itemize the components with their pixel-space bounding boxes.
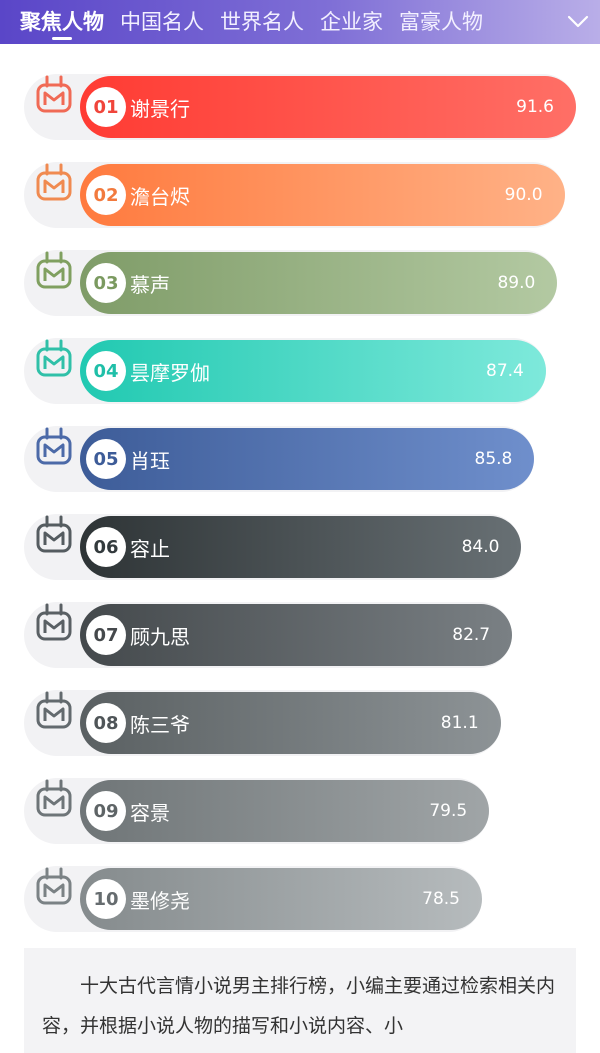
mascot-icon (36, 779, 72, 817)
mascot-icon (36, 867, 72, 905)
category-tabs: 聚焦人物 中国名人 世界名人 企业家 富豪人物 (0, 0, 483, 44)
score-value: 82.7 (452, 625, 491, 645)
mascot-icon (36, 603, 72, 641)
ranking-row[interactable]: 10 墨修尧 78.5 (24, 866, 576, 954)
rank-number: 10 (86, 879, 126, 919)
ranking-bar[interactable]: 03 慕声 89.0 (80, 252, 558, 314)
character-name: 慕声 (130, 272, 170, 297)
character-name: 顾九思 (130, 624, 190, 649)
character-name: 肖珏 (130, 448, 170, 473)
ranking-row[interactable]: 06 容止 84.0 (24, 514, 576, 602)
more-tabs-button[interactable] (556, 0, 600, 44)
tab-world-celebrities[interactable]: 世界名人 (220, 10, 304, 34)
character-name: 谢景行 (130, 96, 190, 121)
tab-chinese-celebrities[interactable]: 中国名人 (120, 10, 204, 34)
mascot-icon (36, 691, 72, 729)
mascot-icon (36, 251, 72, 289)
rank-number: 06 (86, 527, 126, 567)
rank-number: 04 (86, 351, 126, 391)
score-value: 81.1 (440, 713, 479, 733)
mascot-icon (36, 427, 72, 465)
character-name: 墨修尧 (130, 888, 190, 913)
ranking-row[interactable]: 05 肖珏 85.8 (24, 426, 576, 514)
rank-number: 07 (86, 615, 126, 655)
character-name: 容止 (130, 536, 170, 561)
ranking-bar[interactable]: 04 昙摩罗伽 87.4 (80, 340, 546, 402)
rank-number: 02 (86, 175, 126, 215)
ranking-description: 十大古代言情小说男主排行榜，小编主要通过检索相关内容，并根据小说人物的描写和小说… (24, 948, 576, 1053)
character-name: 容景 (130, 800, 170, 825)
character-name: 澹台烬 (130, 184, 190, 209)
score-value: 91.6 (516, 97, 554, 117)
ranking-bar[interactable]: 10 墨修尧 78.5 (80, 868, 482, 930)
tab-entrepreneurs[interactable]: 企业家 (320, 10, 383, 34)
score-value: 85.8 (474, 449, 513, 469)
mascot-icon (36, 163, 72, 201)
rank-number: 01 (86, 87, 126, 127)
ranking-row[interactable]: 03 慕声 89.0 (24, 250, 576, 338)
chevron-down-icon (567, 15, 589, 28)
ranking-row[interactable]: 02 澹台烬 90.0 (24, 162, 576, 250)
ranking-bar[interactable]: 01 谢景行 91.6 (80, 76, 576, 138)
score-value: 90.0 (504, 185, 543, 205)
score-value: 84.0 (461, 537, 500, 557)
ranking-row[interactable]: 04 昙摩罗伽 87.4 (24, 338, 576, 426)
ranking-row[interactable]: 08 陈三爷 81.1 (24, 690, 576, 778)
rank-number: 05 (86, 439, 126, 479)
score-value: 87.4 (486, 361, 524, 381)
rank-number: 03 (86, 263, 126, 303)
rank-number: 09 (86, 791, 126, 831)
ranking-bar[interactable]: 09 容景 79.5 (80, 780, 490, 842)
ranking-bar[interactable]: 06 容止 84.0 (80, 516, 522, 578)
tab-focus-people[interactable]: 聚焦人物 (20, 0, 104, 44)
mascot-icon (36, 339, 72, 377)
ranking-list: 01 谢景行 91.6 02 澹台烬 90.0 03 慕声 89.0 04 昙摩罗伽 87.4 05 肖珏… (24, 74, 576, 954)
score-value: 89.0 (497, 273, 536, 293)
character-name: 昙摩罗伽 (130, 360, 210, 385)
ranking-row[interactable]: 09 容景 79.5 (24, 778, 576, 866)
ranking-row[interactable]: 07 顾九思 82.7 (24, 602, 576, 690)
ranking-bar[interactable]: 05 肖珏 85.8 (80, 428, 535, 490)
rank-number: 08 (86, 703, 126, 743)
top-nav-bar: 聚焦人物 中国名人 世界名人 企业家 富豪人物 (0, 0, 600, 44)
mascot-icon (36, 75, 72, 113)
character-name: 陈三爷 (130, 712, 190, 737)
ranking-bar[interactable]: 08 陈三爷 81.1 (80, 692, 501, 754)
ranking-bar[interactable]: 02 澹台烬 90.0 (80, 164, 565, 226)
score-value: 79.5 (429, 801, 468, 821)
tab-rich-people[interactable]: 富豪人物 (399, 10, 483, 34)
mascot-icon (36, 515, 72, 553)
ranking-row[interactable]: 01 谢景行 91.6 (24, 74, 576, 162)
ranking-bar[interactable]: 07 顾九思 82.7 (80, 604, 513, 666)
score-value: 78.5 (422, 889, 460, 909)
